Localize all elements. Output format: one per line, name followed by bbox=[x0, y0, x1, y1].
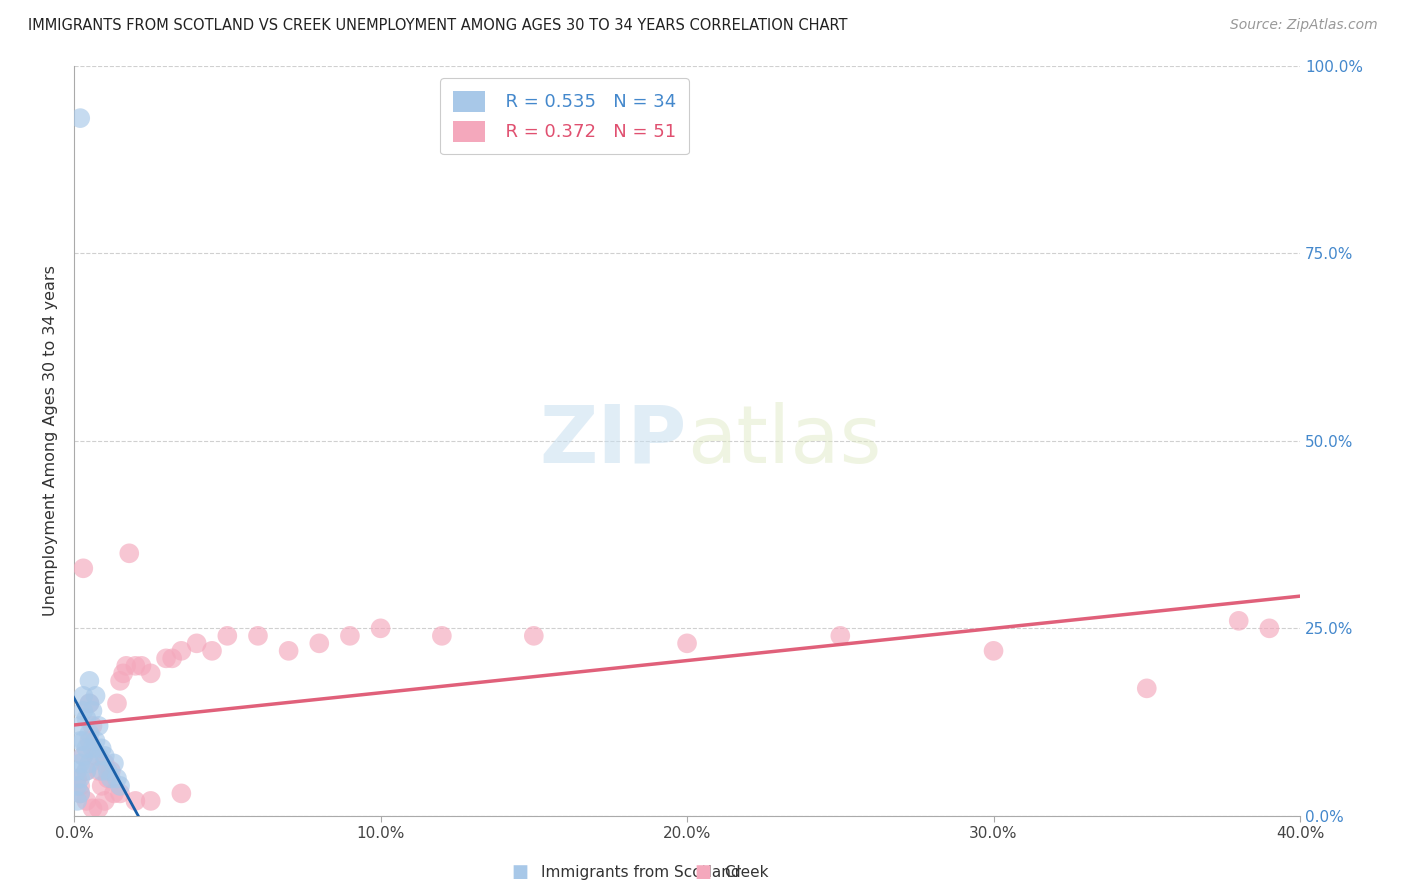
Point bbox=[93, 748, 115, 763]
Point bbox=[87, 801, 110, 815]
Point bbox=[69, 772, 91, 786]
Point bbox=[90, 764, 112, 778]
Point bbox=[79, 726, 101, 740]
Point bbox=[84, 748, 107, 763]
Point bbox=[676, 636, 699, 650]
Point bbox=[75, 764, 97, 778]
Point bbox=[124, 658, 146, 673]
Point bbox=[308, 636, 330, 650]
Point bbox=[90, 779, 112, 793]
Point bbox=[66, 779, 89, 793]
Point bbox=[124, 794, 146, 808]
Point bbox=[79, 734, 101, 748]
Text: atlas: atlas bbox=[688, 401, 882, 480]
Point bbox=[201, 644, 224, 658]
Point bbox=[75, 794, 97, 808]
Point bbox=[430, 629, 453, 643]
Point bbox=[79, 756, 101, 771]
Point bbox=[84, 689, 107, 703]
Point bbox=[97, 764, 120, 778]
Point bbox=[66, 764, 89, 778]
Point bbox=[170, 786, 193, 800]
Point bbox=[339, 629, 361, 643]
Point bbox=[87, 748, 110, 763]
Point bbox=[75, 741, 97, 756]
Text: IMMIGRANTS FROM SCOTLAND VS CREEK UNEMPLOYMENT AMONG AGES 30 TO 34 YEARS CORRELA: IMMIGRANTS FROM SCOTLAND VS CREEK UNEMPL… bbox=[28, 18, 848, 33]
Point bbox=[87, 764, 110, 778]
Point bbox=[246, 629, 269, 643]
Point bbox=[72, 734, 94, 748]
Point bbox=[97, 772, 120, 786]
Point bbox=[82, 719, 104, 733]
Point bbox=[108, 779, 131, 793]
Point bbox=[69, 111, 91, 125]
Point bbox=[79, 673, 101, 688]
Text: Creek: Creek bbox=[724, 865, 769, 880]
Point bbox=[108, 786, 131, 800]
Y-axis label: Unemployment Among Ages 30 to 34 years: Unemployment Among Ages 30 to 34 years bbox=[44, 265, 58, 616]
Point bbox=[82, 741, 104, 756]
Point bbox=[75, 764, 97, 778]
Text: Immigrants from Scotland: Immigrants from Scotland bbox=[541, 865, 741, 880]
Point bbox=[139, 666, 162, 681]
Point bbox=[277, 644, 299, 658]
Point bbox=[131, 658, 153, 673]
Text: ■: ■ bbox=[512, 863, 529, 881]
Point bbox=[983, 644, 1005, 658]
Point bbox=[69, 734, 91, 748]
Point bbox=[72, 561, 94, 575]
Point bbox=[82, 704, 104, 718]
Point bbox=[69, 779, 91, 793]
Point bbox=[69, 786, 91, 800]
Point bbox=[66, 772, 89, 786]
Point bbox=[186, 636, 208, 650]
Point bbox=[112, 666, 135, 681]
Point bbox=[108, 673, 131, 688]
Point bbox=[100, 772, 122, 786]
Point bbox=[100, 764, 122, 778]
Point bbox=[72, 748, 94, 763]
Point bbox=[72, 689, 94, 703]
Point bbox=[72, 748, 94, 763]
Point bbox=[69, 756, 91, 771]
Point bbox=[139, 794, 162, 808]
Legend:   R = 0.535   N = 34,   R = 0.372   N = 51: R = 0.535 N = 34, R = 0.372 N = 51 bbox=[440, 78, 689, 154]
Point bbox=[66, 794, 89, 808]
Point bbox=[90, 741, 112, 756]
Point bbox=[75, 711, 97, 725]
Point bbox=[82, 801, 104, 815]
Point bbox=[69, 719, 91, 733]
Point bbox=[87, 719, 110, 733]
Point bbox=[118, 546, 141, 560]
Point bbox=[155, 651, 177, 665]
Point bbox=[79, 697, 101, 711]
Point bbox=[69, 786, 91, 800]
Point bbox=[93, 794, 115, 808]
Text: ZIP: ZIP bbox=[540, 401, 688, 480]
Point bbox=[72, 704, 94, 718]
Point bbox=[84, 734, 107, 748]
Point bbox=[830, 629, 852, 643]
Text: Source: ZipAtlas.com: Source: ZipAtlas.com bbox=[1230, 18, 1378, 32]
Point bbox=[93, 756, 115, 771]
Point bbox=[370, 621, 392, 635]
Point bbox=[103, 756, 125, 771]
Point bbox=[103, 786, 125, 800]
Point bbox=[105, 697, 128, 711]
Point bbox=[160, 651, 183, 665]
Point bbox=[115, 658, 138, 673]
Point bbox=[217, 629, 239, 643]
Point bbox=[170, 644, 193, 658]
Text: ■: ■ bbox=[695, 863, 711, 881]
Point bbox=[79, 697, 101, 711]
Point bbox=[1227, 614, 1250, 628]
Point bbox=[105, 772, 128, 786]
Point bbox=[523, 629, 546, 643]
Point bbox=[1136, 681, 1159, 696]
Point bbox=[1258, 621, 1281, 635]
